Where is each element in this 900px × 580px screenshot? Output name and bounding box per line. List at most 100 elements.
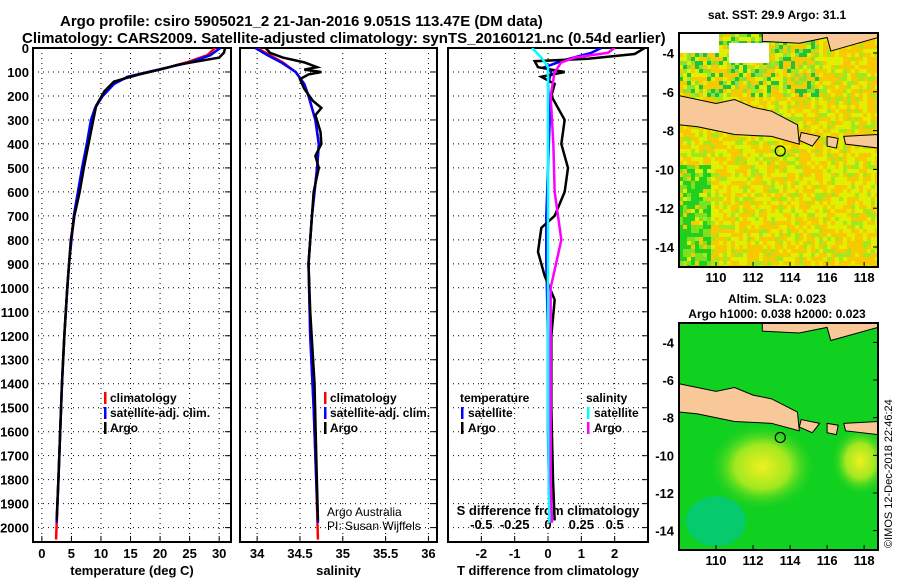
sst-cell <box>707 185 711 189</box>
sst-cell <box>867 165 871 169</box>
sst-cell <box>871 45 875 49</box>
sst-cell <box>787 81 791 85</box>
sst-cell <box>871 261 875 265</box>
sst-cell <box>751 193 755 197</box>
sst-cell <box>827 105 831 109</box>
sst-cell <box>771 61 775 65</box>
sst-cell <box>695 209 699 213</box>
sst-cell <box>847 149 851 153</box>
sst-cell <box>867 57 871 61</box>
sst-cell <box>683 57 687 61</box>
sst-cell <box>871 121 875 125</box>
sst-cell <box>795 145 799 149</box>
sst-cell <box>867 125 871 129</box>
sst-cell <box>731 169 735 173</box>
sst-cell <box>779 173 783 177</box>
sst-cell <box>771 149 775 153</box>
sst-cell <box>715 65 719 69</box>
sst-cell <box>819 157 823 161</box>
sst-cell <box>855 101 859 105</box>
sst-cell <box>863 65 867 69</box>
sst-cell <box>755 73 759 77</box>
sst-cell <box>835 197 839 201</box>
sst-cell <box>819 57 823 61</box>
map-title: sat. SST: 29.9 Argo: 31.1 <box>708 8 847 22</box>
sst-cell <box>727 153 731 157</box>
sst-cell <box>827 113 831 117</box>
sst-cell <box>803 149 807 153</box>
sst-cell <box>723 225 727 229</box>
sst-cell <box>751 177 755 181</box>
sst-cell <box>747 189 751 193</box>
sst-cell <box>679 161 683 165</box>
sst-cell <box>703 169 707 173</box>
sst-cell <box>735 177 739 181</box>
sst-cell <box>791 81 795 85</box>
sst-cell <box>775 217 779 221</box>
sst-cell <box>791 213 795 217</box>
sst-cell <box>803 165 807 169</box>
sst-cell <box>791 153 795 157</box>
sst-cell <box>823 109 827 113</box>
sst-cell <box>807 245 811 249</box>
sst-cell <box>807 181 811 185</box>
sst-cell <box>827 253 831 257</box>
sst-cell <box>855 125 859 129</box>
y-tick-label: 1300 <box>0 353 29 368</box>
sst-cell <box>683 65 687 69</box>
sst-cell <box>831 213 835 217</box>
sst-cell <box>759 177 763 181</box>
sst-cell <box>815 165 819 169</box>
sst-cell <box>707 177 711 181</box>
sst-cell <box>875 233 878 237</box>
sst-cell <box>695 225 699 229</box>
sst-cell <box>787 225 791 229</box>
sst-cell <box>771 221 775 225</box>
sst-cell <box>839 181 843 185</box>
sst-cell <box>843 269 847 273</box>
sst-cell <box>699 181 703 185</box>
sst-cell <box>739 73 743 77</box>
sst-cell <box>759 157 763 161</box>
legend-label: satellite-adj. clim. <box>110 406 210 420</box>
sst-cell <box>807 233 811 237</box>
sst-cell <box>679 153 683 157</box>
sst-cell <box>731 181 735 185</box>
sst-cell <box>727 253 731 257</box>
sst-cell <box>835 249 839 253</box>
sst-cell <box>767 213 771 217</box>
sst-cell <box>767 257 771 261</box>
sst-cell <box>767 85 771 89</box>
sst-cell <box>703 53 707 57</box>
sst-cell <box>767 229 771 233</box>
sst-cell <box>835 177 839 181</box>
sst-cell <box>763 205 767 209</box>
sst-cell <box>779 229 783 233</box>
sst-cell <box>711 189 715 193</box>
sst-cell <box>847 233 851 237</box>
sst-cell <box>843 169 847 173</box>
sst-cell <box>851 113 855 117</box>
lat-tick-label: -12 <box>655 201 674 216</box>
sst-cell <box>679 65 683 69</box>
sst-cell <box>763 69 767 73</box>
sst-cell <box>827 181 831 185</box>
sst-cell <box>839 149 843 153</box>
sst-cell <box>755 97 759 101</box>
sst-cell <box>839 233 843 237</box>
sst-cell <box>739 141 743 145</box>
sst-cell <box>803 65 807 69</box>
sst-cell <box>799 57 803 61</box>
sst-cell <box>819 61 823 65</box>
sst-cell <box>807 117 811 121</box>
sst-cell <box>707 201 711 205</box>
sst-cell <box>815 245 819 249</box>
sst-cell <box>711 217 715 221</box>
sst-cell <box>775 161 779 165</box>
sst-cell <box>683 73 687 77</box>
sst-cell <box>807 121 811 125</box>
sst-cell <box>759 189 763 193</box>
sst-cell <box>747 85 751 89</box>
sst-cell <box>823 149 827 153</box>
sst-cell <box>823 233 827 237</box>
